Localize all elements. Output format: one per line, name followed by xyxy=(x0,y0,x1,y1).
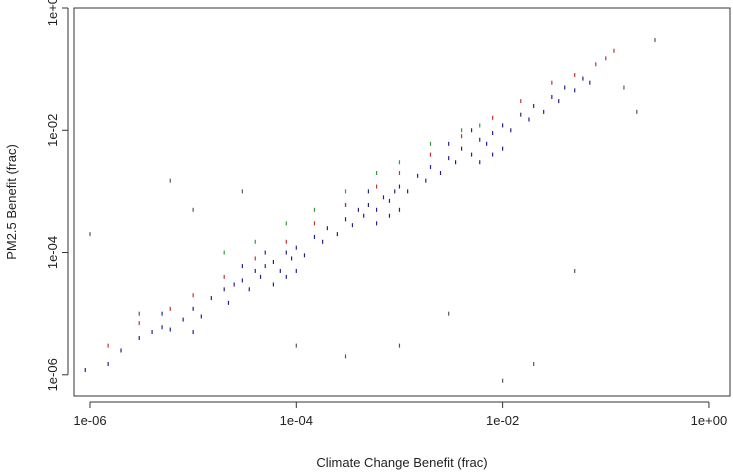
y-tick-label: 1e-06 xyxy=(45,358,60,391)
y-axis: 1e-06 1e-04 1e-02 1e+00 xyxy=(45,0,68,391)
y-axis-title: PM2.5 Benefit (frac) xyxy=(4,144,19,260)
x-tick-label: 1e-06 xyxy=(73,413,106,428)
y-tick-label: 1e-04 xyxy=(45,236,60,269)
data-points xyxy=(85,38,655,383)
x-tick-label: 1e+00 xyxy=(691,413,728,428)
x-axis: 1e-06 1e-04 1e-02 1e+00 xyxy=(73,402,727,428)
y-tick-label: 1e-02 xyxy=(45,114,60,147)
x-tick-label: 1e-04 xyxy=(280,413,313,428)
plot-frame xyxy=(74,8,730,396)
x-axis-title: Climate Change Benefit (frac) xyxy=(316,455,487,470)
x-tick-label: 1e-02 xyxy=(486,413,519,428)
y-tick-label: 1e+00 xyxy=(45,0,60,26)
